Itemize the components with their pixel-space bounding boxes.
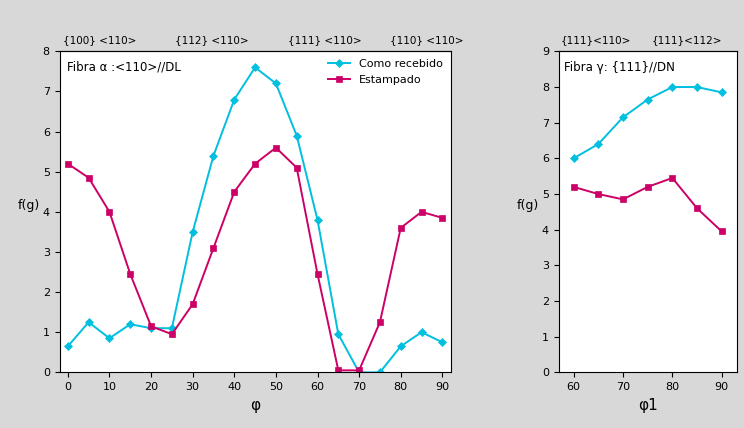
- Estampado: [313, 271, 322, 276]
- Estampado: [417, 209, 426, 214]
- Como recebido: [167, 326, 176, 331]
- Text: {111}<112>: {111}<112>: [651, 35, 722, 45]
- Estampado: [188, 302, 197, 307]
- Estampado: [355, 368, 364, 373]
- Y-axis label: f(g): f(g): [18, 199, 40, 212]
- Estampado: [292, 165, 301, 170]
- Como recebido: [376, 370, 385, 375]
- Como recebido: [84, 320, 93, 325]
- Como recebido: [251, 65, 260, 70]
- X-axis label: φ: φ: [250, 398, 260, 413]
- Y-axis label: f(g): f(g): [517, 199, 539, 212]
- Estampado: [126, 271, 135, 276]
- Legend: Como recebido, Estampado: Como recebido, Estampado: [324, 55, 447, 89]
- Text: Fibra γ: {111}//DN: Fibra γ: {111}//DN: [564, 61, 675, 74]
- Como recebido: [334, 332, 343, 337]
- Estampado: [251, 161, 260, 166]
- Estampado: [397, 225, 405, 230]
- Como recebido: [105, 336, 114, 341]
- Estampado: [230, 189, 239, 194]
- Como recebido: [355, 370, 364, 375]
- Estampado: [105, 209, 114, 214]
- Line: Como recebido: Como recebido: [65, 64, 446, 375]
- Como recebido: [230, 97, 239, 102]
- Como recebido: [147, 326, 155, 331]
- Text: {100} <110>: {100} <110>: [63, 35, 137, 45]
- Como recebido: [417, 330, 426, 335]
- Estampado: [84, 175, 93, 180]
- Text: {111} <110>: {111} <110>: [289, 35, 362, 45]
- Estampado: [272, 145, 280, 150]
- Como recebido: [313, 217, 322, 223]
- Text: {111}<110>: {111}<110>: [560, 35, 631, 45]
- Text: Fibra α :<110>//DL: Fibra α :<110>//DL: [68, 61, 182, 74]
- Como recebido: [272, 81, 280, 86]
- Como recebido: [397, 344, 405, 349]
- Estampado: [209, 245, 218, 250]
- Como recebido: [63, 344, 72, 349]
- Como recebido: [188, 229, 197, 235]
- Text: {112} <110>: {112} <110>: [175, 35, 248, 45]
- Estampado: [438, 215, 447, 220]
- Line: Estampado: Estampado: [65, 145, 446, 374]
- Como recebido: [438, 340, 447, 345]
- Estampado: [376, 320, 385, 325]
- Como recebido: [126, 322, 135, 327]
- Como recebido: [209, 153, 218, 158]
- Como recebido: [292, 133, 301, 138]
- Estampado: [167, 332, 176, 337]
- Estampado: [63, 161, 72, 166]
- Estampado: [334, 368, 343, 373]
- Text: {110} <110>: {110} <110>: [390, 35, 464, 45]
- Estampado: [147, 324, 155, 329]
- X-axis label: φ1: φ1: [638, 398, 658, 413]
